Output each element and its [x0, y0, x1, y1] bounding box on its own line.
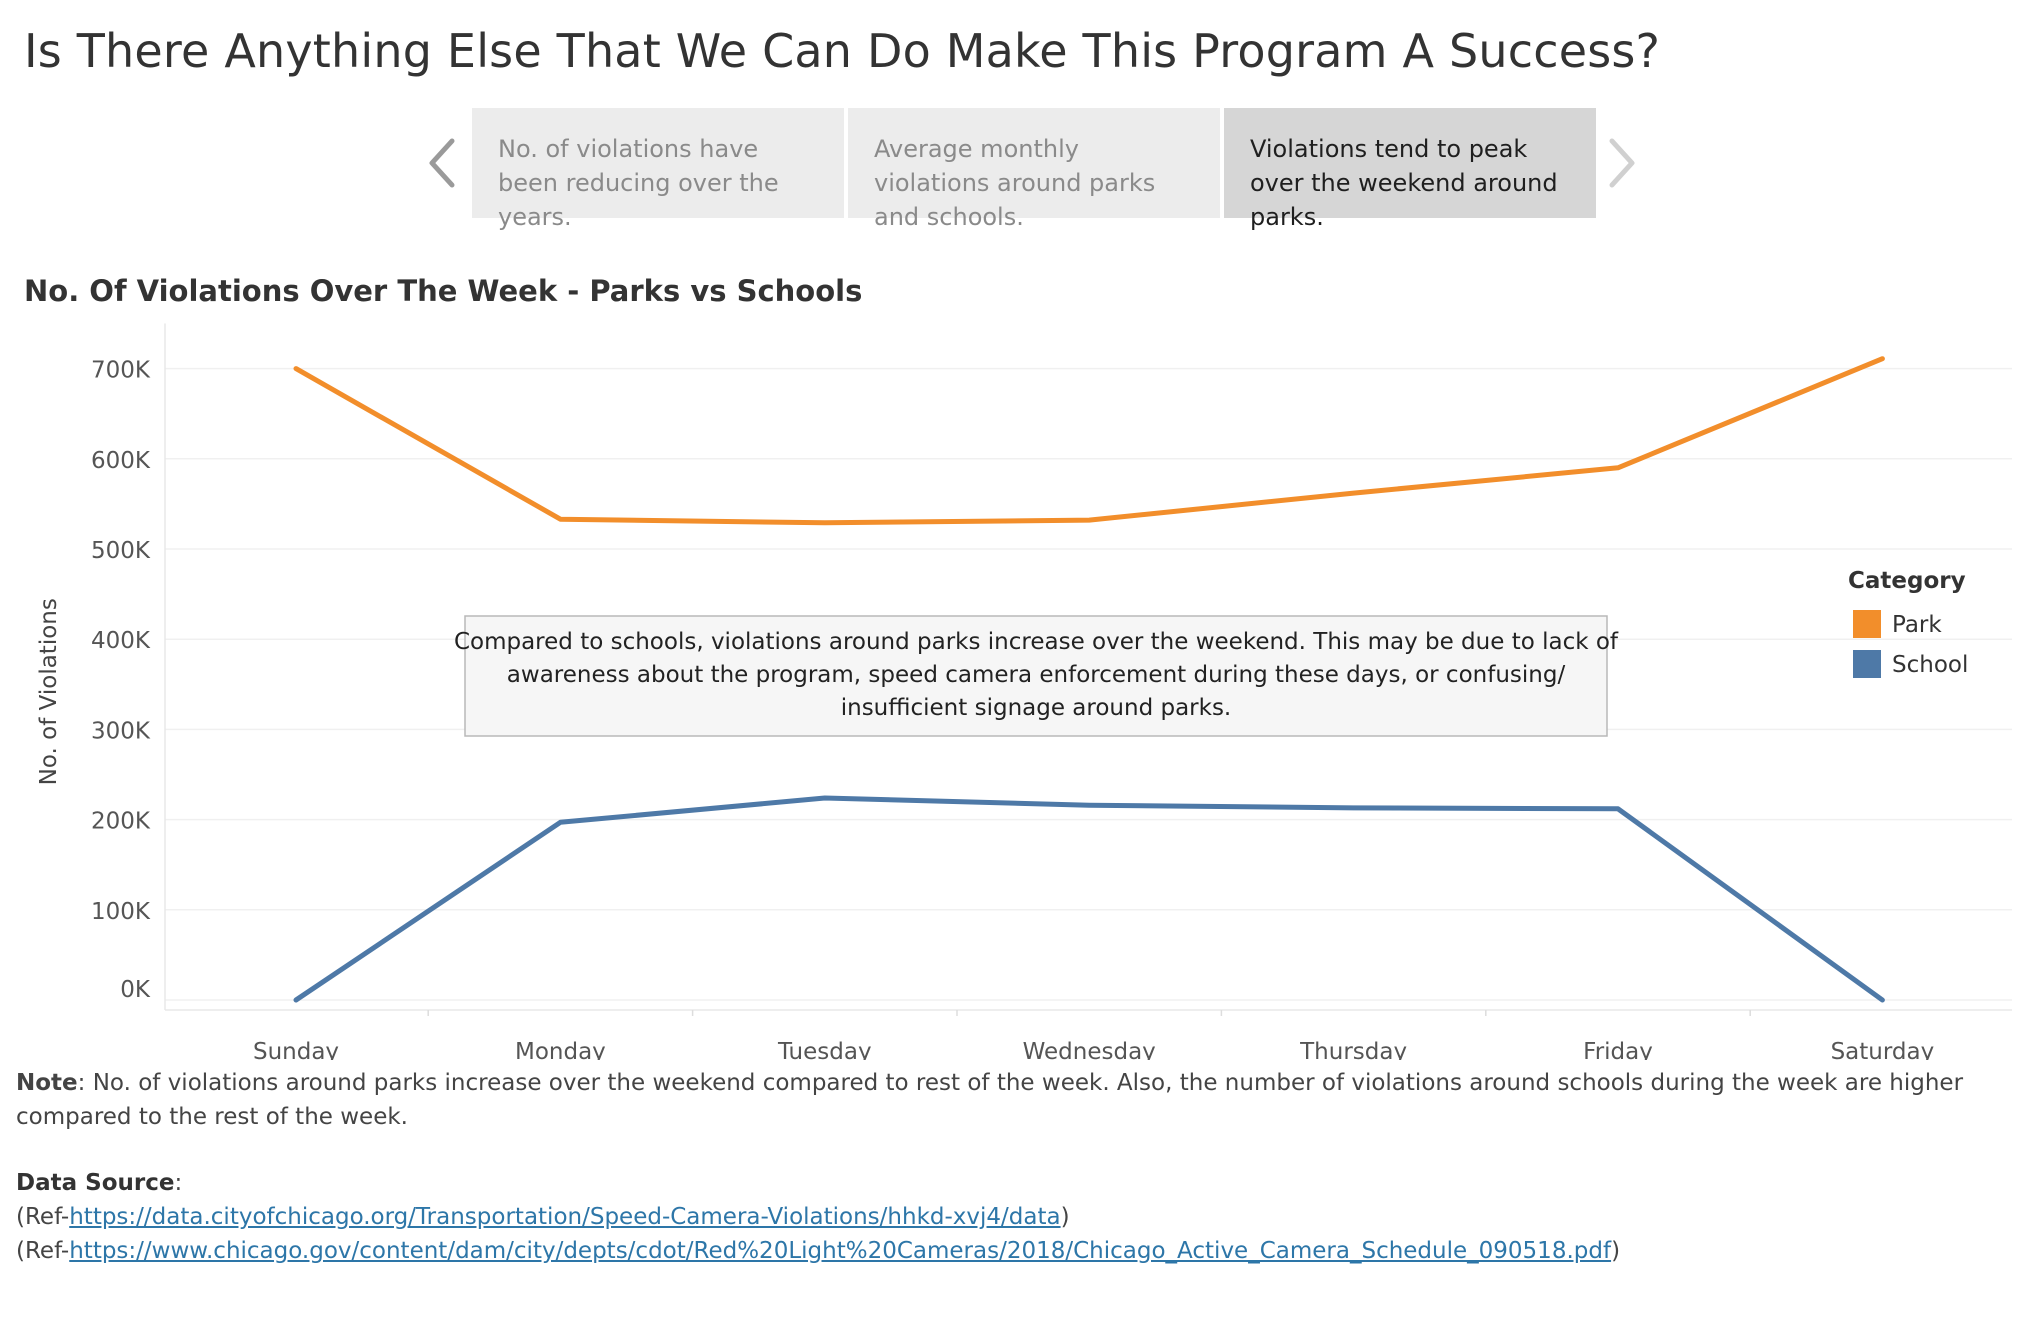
legend-swatch-park: [1853, 610, 1881, 638]
legend-label-school: School: [1892, 652, 1968, 678]
legend-title: Category: [1848, 568, 1966, 594]
ref-link-1[interactable]: https://data.cityofchicago.org/Transport…: [69, 1204, 1061, 1230]
legend-swatch-school: [1853, 650, 1881, 678]
story-point-label: Average monthly violations around parks …: [874, 135, 1156, 231]
series-line-park: [293, 356, 1885, 526]
chevron-right-icon: [1609, 138, 1635, 188]
previous-story-point-button[interactable]: [412, 108, 472, 218]
note-text: : No. of violations around parks increas…: [16, 1070, 1964, 1130]
data-source-ref-2: (Ref-https://www.chicago.gov/content/dam…: [16, 1234, 1620, 1268]
x-tick-label: Sunday: [253, 1039, 339, 1060]
chart-title: No. Of Violations Over The Week - Parks …: [24, 274, 863, 308]
x-tick-label: Friday: [1583, 1039, 1653, 1060]
story-navigator: No. of violations have been reducing ove…: [412, 108, 1652, 231]
ref-suffix: ): [1611, 1238, 1621, 1264]
data-source: Data Source: (Ref-https://data.cityofchi…: [16, 1166, 1620, 1268]
chevron-left-icon: [429, 138, 455, 188]
note-label: Note: [16, 1070, 78, 1096]
ref-link-2[interactable]: https://www.chicago.gov/content/dam/city…: [69, 1238, 1612, 1264]
series-lines: [293, 356, 1885, 1003]
y-tick-label: 500K: [91, 538, 151, 564]
note: Note: No. of violations around parks inc…: [16, 1066, 2014, 1134]
data-source-ref-1: (Ref-https://data.cityofchicago.org/Tran…: [16, 1200, 1620, 1234]
page-title: Is There Anything Else That We Can Do Ma…: [24, 24, 1661, 78]
annotation-line: insufficient signage around parks.: [841, 695, 1232, 721]
legend: Category Park School: [1848, 568, 1968, 678]
ref-suffix: ): [1060, 1204, 1070, 1230]
story-point-label: Violations tend to peak over the weekend…: [1250, 135, 1558, 231]
x-tick-label: Saturday: [1831, 1039, 1935, 1060]
annotation-line: Compared to schools, violations around p…: [454, 629, 1619, 655]
series-line-school: [293, 795, 1885, 1003]
axes: 0K 100K 200K 300K 400K 500K 600K 700K No. of Vio…: [36, 323, 2012, 1060]
data-source-label-suffix: :: [174, 1170, 183, 1196]
ref-prefix: (Ref-: [16, 1204, 70, 1230]
annotation-box: [464, 615, 1608, 737]
x-tick-label: Thursday: [1299, 1039, 1407, 1060]
x-tick-label: Monday: [515, 1039, 606, 1060]
story-point-3-selected[interactable]: Violations tend to peak over the weekend…: [1224, 108, 1596, 231]
story-point-1[interactable]: No. of violations have been reducing ove…: [472, 108, 844, 231]
y-tick-label: 400K: [91, 628, 151, 654]
y-axis-title: No. of Violations: [36, 598, 62, 785]
x-tick-label: Tuesday: [777, 1039, 872, 1060]
y-tick-label: 600K: [91, 448, 151, 474]
next-story-point-button[interactable]: [1592, 108, 1652, 218]
ref-prefix: (Ref-: [16, 1238, 70, 1264]
story-point-2[interactable]: Average monthly violations around parks …: [848, 108, 1220, 231]
y-tick-label: 700K: [91, 358, 151, 384]
story-point-label: No. of violations have been reducing ove…: [498, 135, 779, 231]
annotation-text: Compared to schools, violations around p…: [454, 629, 1619, 721]
x-tick-label: Wednesday: [1023, 1039, 1156, 1060]
annotation-line: awareness about the program, speed camer…: [507, 662, 1566, 688]
annotation: Compared to schools, violations around p…: [454, 615, 1619, 737]
line-chart: 0K 100K 200K 300K 400K 500K 600K 700K No. of Vio…: [36, 323, 2012, 1060]
y-tick-label: 300K: [91, 718, 151, 744]
y-tick-label: 200K: [91, 809, 151, 835]
data-source-label: Data Source: [16, 1170, 175, 1196]
y-tick-label: 0K: [120, 977, 151, 1003]
legend-label-park: Park: [1892, 612, 1942, 638]
y-tick-label: 100K: [91, 899, 151, 925]
